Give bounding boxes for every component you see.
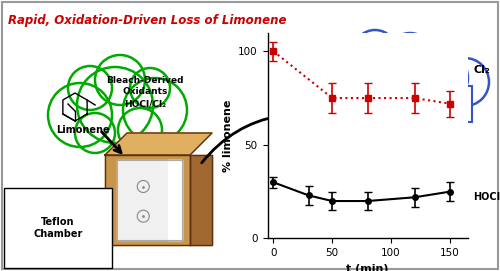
Circle shape — [75, 113, 115, 153]
Circle shape — [95, 55, 145, 105]
Y-axis label: % limonene: % limonene — [222, 99, 232, 172]
Polygon shape — [105, 155, 190, 245]
Circle shape — [338, 38, 402, 102]
Polygon shape — [105, 133, 212, 155]
Polygon shape — [190, 155, 212, 245]
Text: Limonene: Limonene — [56, 125, 110, 135]
Circle shape — [77, 67, 153, 143]
X-axis label: t (min): t (min) — [346, 264, 389, 271]
Text: Cl₂: Cl₂ — [474, 64, 490, 75]
Circle shape — [305, 50, 365, 110]
Polygon shape — [117, 160, 182, 240]
Circle shape — [388, 33, 432, 77]
Circle shape — [441, 58, 489, 106]
Circle shape — [325, 38, 365, 78]
Polygon shape — [168, 160, 182, 240]
Text: Chlorinated and
Hydroxylated Products: Chlorinated and Hydroxylated Products — [330, 93, 448, 114]
Text: Rapid, Oxidation-Driven Loss of Limonene: Rapid, Oxidation-Driven Loss of Limonene — [8, 14, 286, 27]
Circle shape — [353, 81, 397, 125]
Circle shape — [353, 30, 397, 74]
Circle shape — [427, 42, 463, 78]
Text: Teflon
Chamber: Teflon Chamber — [34, 217, 82, 239]
Circle shape — [130, 68, 170, 108]
Circle shape — [48, 83, 112, 147]
Circle shape — [395, 80, 435, 120]
Circle shape — [432, 82, 468, 118]
Circle shape — [412, 50, 468, 106]
Circle shape — [375, 45, 435, 105]
Circle shape — [118, 108, 162, 152]
Circle shape — [123, 78, 187, 142]
Circle shape — [320, 80, 360, 120]
Circle shape — [68, 66, 112, 110]
Text: Bleach-Derived
Oxidants
HOCl/Cl₂: Bleach-Derived Oxidants HOCl/Cl₂ — [106, 76, 184, 108]
FancyBboxPatch shape — [306, 86, 472, 122]
Circle shape — [290, 65, 330, 105]
Text: HOCl/Cl₂: HOCl/Cl₂ — [474, 192, 500, 202]
